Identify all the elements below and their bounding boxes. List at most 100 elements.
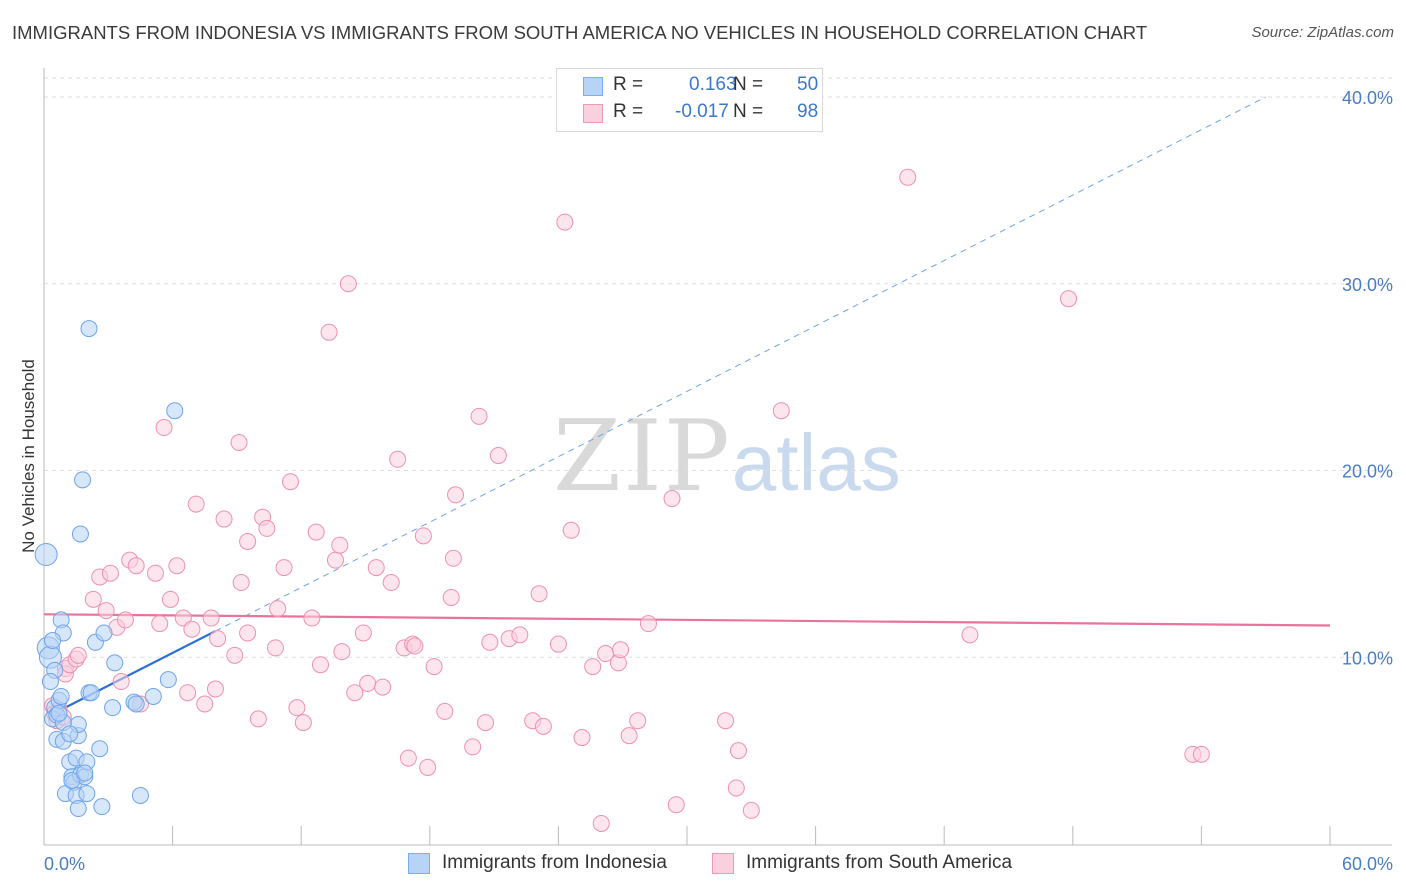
data-point-south-america bbox=[389, 450, 407, 468]
trend-line-south-america bbox=[43, 613, 1331, 627]
data-point-south-america bbox=[281, 473, 299, 491]
data-point-indonesia bbox=[50, 704, 68, 722]
data-point-south-america bbox=[179, 684, 197, 702]
data-point-south-america bbox=[442, 588, 460, 606]
legend-n-label: N = bbox=[733, 74, 764, 95]
data-point-south-america bbox=[288, 699, 306, 717]
data-point-south-america bbox=[333, 643, 351, 661]
data-point-south-america bbox=[667, 796, 685, 814]
data-point-south-america bbox=[562, 521, 580, 539]
y-tick-label: 30.0% bbox=[1342, 275, 1393, 295]
data-point-indonesia bbox=[78, 785, 96, 803]
legend-n-label: N = bbox=[733, 101, 764, 122]
data-point-south-america bbox=[239, 624, 257, 642]
legend-swatch-south-america bbox=[583, 104, 603, 123]
x-tick-label: 60.0% bbox=[1342, 854, 1393, 874]
data-point-south-america bbox=[477, 714, 495, 732]
axis-labels: 10.0% 20.0% 30.0% 40.0% 0.0% 60.0% No Vehicles… bbox=[19, 88, 1393, 874]
data-point-indonesia bbox=[61, 725, 79, 743]
data-point-indonesia bbox=[127, 695, 145, 713]
data-point-south-america bbox=[275, 559, 293, 577]
data-point-south-america bbox=[339, 275, 357, 293]
data-point-south-america bbox=[307, 523, 325, 541]
y-tick-label: 10.0% bbox=[1342, 648, 1393, 668]
data-point-south-america bbox=[549, 635, 567, 653]
data-point-south-america bbox=[97, 602, 115, 620]
data-point-south-america bbox=[359, 674, 377, 692]
data-point-indonesia bbox=[34, 543, 58, 567]
legend-swatch-indonesia bbox=[583, 77, 603, 96]
data-point-south-america bbox=[127, 557, 145, 575]
data-point-south-america bbox=[961, 626, 979, 644]
data-point-south-america bbox=[639, 615, 657, 633]
data-point-south-america bbox=[155, 419, 173, 437]
data-point-indonesia bbox=[80, 320, 98, 338]
data-point-south-america bbox=[592, 814, 610, 832]
data-point-indonesia bbox=[95, 624, 113, 642]
data-point-indonesia bbox=[106, 654, 124, 672]
data-point-south-america bbox=[584, 658, 602, 676]
data-point-south-america bbox=[772, 402, 790, 420]
data-point-south-america bbox=[116, 611, 134, 629]
data-point-indonesia bbox=[104, 699, 122, 717]
data-point-south-america bbox=[258, 519, 276, 537]
legend-swatch-south-america bbox=[712, 853, 734, 874]
data-point-indonesia bbox=[69, 800, 87, 818]
data-point-south-america bbox=[729, 742, 747, 760]
data-point-south-america bbox=[464, 738, 482, 756]
data-point-south-america bbox=[530, 585, 548, 603]
data-point-south-america bbox=[202, 609, 220, 627]
data-point-indonesia bbox=[71, 525, 89, 543]
data-point-south-america bbox=[311, 656, 329, 674]
data-point-south-america bbox=[717, 712, 735, 730]
data-point-south-america bbox=[239, 532, 257, 550]
data-point-south-america bbox=[249, 710, 267, 728]
data-point-south-america bbox=[209, 630, 227, 648]
data-point-south-america bbox=[206, 680, 224, 698]
data-point-south-america bbox=[470, 407, 488, 425]
axes bbox=[43, 68, 1392, 846]
data-point-south-america bbox=[742, 801, 760, 819]
data-point-south-america bbox=[187, 495, 205, 513]
data-point-south-america bbox=[406, 637, 424, 655]
data-point-south-america bbox=[84, 590, 102, 608]
data-point-south-america bbox=[354, 624, 372, 642]
correlation-legend: R = 0.163 N = 50 R = -0.017 N = 98 bbox=[556, 68, 823, 132]
data-point-south-america bbox=[556, 213, 574, 231]
data-point-south-america bbox=[374, 678, 392, 696]
legend-label-south-america: Immigrants from South America bbox=[746, 852, 1013, 873]
data-point-south-america bbox=[436, 702, 454, 720]
data-point-south-america bbox=[511, 626, 529, 644]
data-point-south-america bbox=[1192, 745, 1210, 763]
data-point-south-america bbox=[326, 551, 344, 569]
watermark-atlas: atlas bbox=[731, 418, 901, 507]
data-point-south-america bbox=[1060, 290, 1078, 308]
data-point-south-america bbox=[573, 729, 591, 747]
data-point-indonesia bbox=[41, 673, 59, 691]
data-point-south-america bbox=[151, 615, 169, 633]
data-point-south-america bbox=[899, 168, 917, 186]
legend-swatch-indonesia bbox=[408, 853, 430, 874]
trend-line-indonesia bbox=[49, 630, 216, 717]
data-point-south-america bbox=[183, 620, 201, 638]
data-point-south-america bbox=[534, 717, 552, 735]
data-point-south-america bbox=[612, 641, 630, 659]
source-label: Source: ZipAtlas.com bbox=[1251, 24, 1394, 41]
data-points bbox=[34, 168, 1210, 832]
data-point-indonesia bbox=[144, 687, 162, 705]
data-point-south-america bbox=[481, 633, 499, 651]
data-point-indonesia bbox=[131, 786, 149, 804]
y-axis-label: No Vehicles in Household bbox=[19, 359, 38, 553]
data-point-south-america bbox=[230, 433, 248, 451]
y-tick-label: 20.0% bbox=[1342, 462, 1393, 482]
data-point-indonesia bbox=[159, 671, 177, 689]
data-point-south-america bbox=[226, 646, 244, 664]
data-point-south-america bbox=[146, 564, 164, 582]
data-point-indonesia bbox=[52, 687, 70, 705]
legend-n-value: 98 bbox=[797, 101, 819, 122]
data-point-south-america bbox=[266, 639, 284, 657]
legend-r-value: 0.163 bbox=[689, 74, 737, 95]
data-point-south-america bbox=[101, 564, 119, 582]
data-point-indonesia bbox=[82, 684, 100, 702]
